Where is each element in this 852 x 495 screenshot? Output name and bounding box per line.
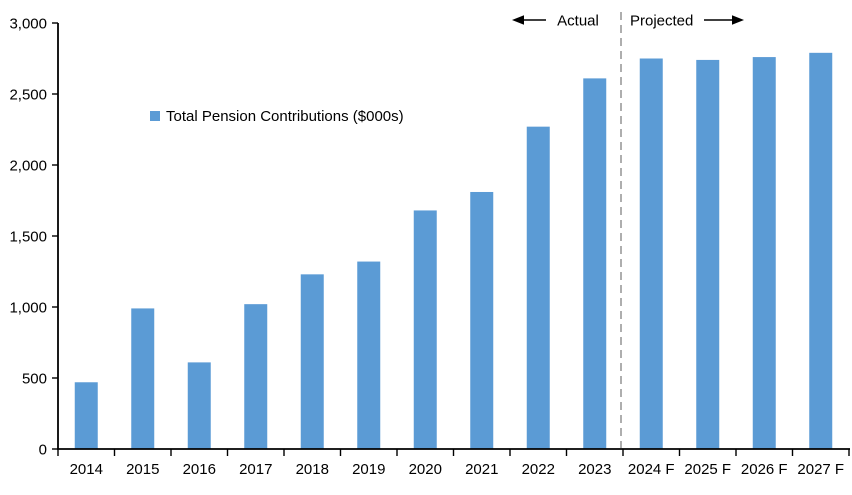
bar-2027 F (809, 52, 833, 449)
x-tick-label-2022: 2022 (522, 461, 555, 478)
x-tick-label-2027 F: 2027 F (797, 461, 844, 478)
x-tick-label-2021: 2021 (465, 461, 498, 478)
x-tick-label-2026 F: 2026 F (741, 461, 788, 478)
x-tick-label-2016: 2016 (183, 461, 216, 478)
arrow-left-icon (512, 15, 546, 25)
y-tick-label-2,000: 2,000 (9, 157, 47, 174)
y-axis: 0 500 1,000 1,500 2,000 2,500 3,000 (9, 15, 59, 458)
x-tick-label-2014: 2014 (70, 461, 103, 478)
x-axis: 2014 2015 2016 2017 2018 2019 2020 2021 2022 2023… (57, 448, 850, 478)
bar-2014 (74, 382, 98, 449)
legend: Total Pension Contributions ($000s) (150, 108, 404, 125)
x-tick-label-2017: 2017 (239, 461, 272, 478)
x-tick-label-2018: 2018 (296, 461, 329, 478)
x-tick-label-2015: 2015 (126, 461, 159, 478)
bar-2021 (470, 191, 494, 450)
bar-series (74, 52, 833, 450)
x-tick-label-2020: 2020 (409, 461, 442, 478)
y-tick-label-1,500: 1,500 (9, 228, 47, 245)
x-tick-label-2024 F: 2024 F (628, 461, 675, 478)
legend-marker-icon (150, 111, 160, 121)
y-tick-label-0: 0 (39, 441, 47, 458)
y-tick-label-1,000: 1,000 (9, 299, 47, 316)
bar-2015 (131, 308, 155, 449)
bar-2023 (583, 78, 607, 449)
bar-2019 (357, 261, 381, 449)
bar-2016 (187, 362, 211, 449)
bar-2020 (413, 210, 437, 449)
projected-label: Projected (630, 13, 693, 30)
bar-2024 F (639, 58, 663, 449)
actual-annotation: Actual (512, 13, 599, 30)
x-axis-labels: 2014 2015 2016 2017 2018 2019 2020 2021 2022 2023… (70, 461, 845, 478)
x-tick-label-2023: 2023 (578, 461, 611, 478)
actual-label: Actual (557, 13, 599, 30)
bar-2017 (244, 304, 268, 449)
x-axis-ticks (57, 449, 850, 456)
bar-2026 F (752, 57, 776, 450)
x-tick-label-2019: 2019 (352, 461, 385, 478)
y-tick-label-500: 500 (22, 370, 47, 387)
arrow-right-icon (704, 15, 744, 25)
bar-2025 F (696, 59, 720, 450)
x-tick-label-2025 F: 2025 F (684, 461, 731, 478)
bar-2022 (526, 126, 550, 449)
bar-2018 (300, 274, 324, 449)
projected-annotation: Projected (630, 13, 744, 30)
y-tick-label-3,000: 3,000 (9, 15, 47, 32)
y-tick-label-2,500: 2,500 (9, 86, 47, 103)
y-axis-ticks: 0 500 1,000 1,500 2,000 2,500 3,000 (9, 15, 58, 458)
legend-label: Total Pension Contributions ($000s) (166, 108, 404, 125)
